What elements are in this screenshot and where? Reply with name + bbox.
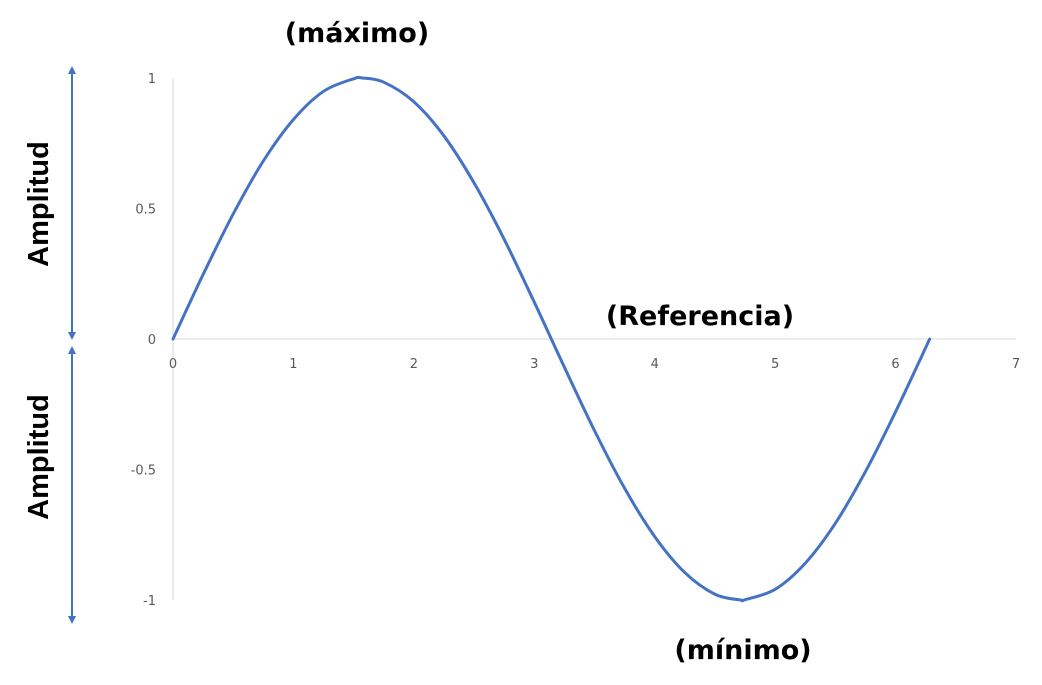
y-tick-label: 0.5: [135, 203, 156, 218]
amplitude-bottom-label: Amplitud: [23, 394, 55, 520]
x-tick-label: 4: [651, 357, 659, 372]
max-annotation: (máximo): [285, 18, 429, 49]
y-tick-label: -1: [143, 594, 156, 609]
x-tick-label: 1: [289, 357, 297, 372]
sine-series-line: [171, 75, 932, 603]
amplitude-top-label: Amplitud: [23, 141, 55, 267]
reference-annotation: (Referencia): [606, 301, 794, 332]
axes: [172, 78, 1016, 600]
y-tick-label: 1: [148, 72, 156, 87]
x-tick-label: 6: [891, 357, 899, 372]
y-tick-labels: 1 0.5 0 -0.5 -1: [131, 72, 156, 609]
min-annotation: (mínimo): [674, 635, 811, 666]
x-tick-label: 0: [169, 357, 177, 372]
x-tick-labels: 0 1 2 3 4 5 6 7: [169, 357, 1020, 372]
y-tick-label: 0: [148, 333, 156, 348]
x-tick-label: 2: [410, 357, 418, 372]
x-tick-label: 7: [1012, 357, 1020, 372]
y-tick-label: -0.5: [131, 464, 156, 479]
x-tick-label: 3: [530, 357, 538, 372]
x-tick-label: 5: [771, 357, 779, 372]
